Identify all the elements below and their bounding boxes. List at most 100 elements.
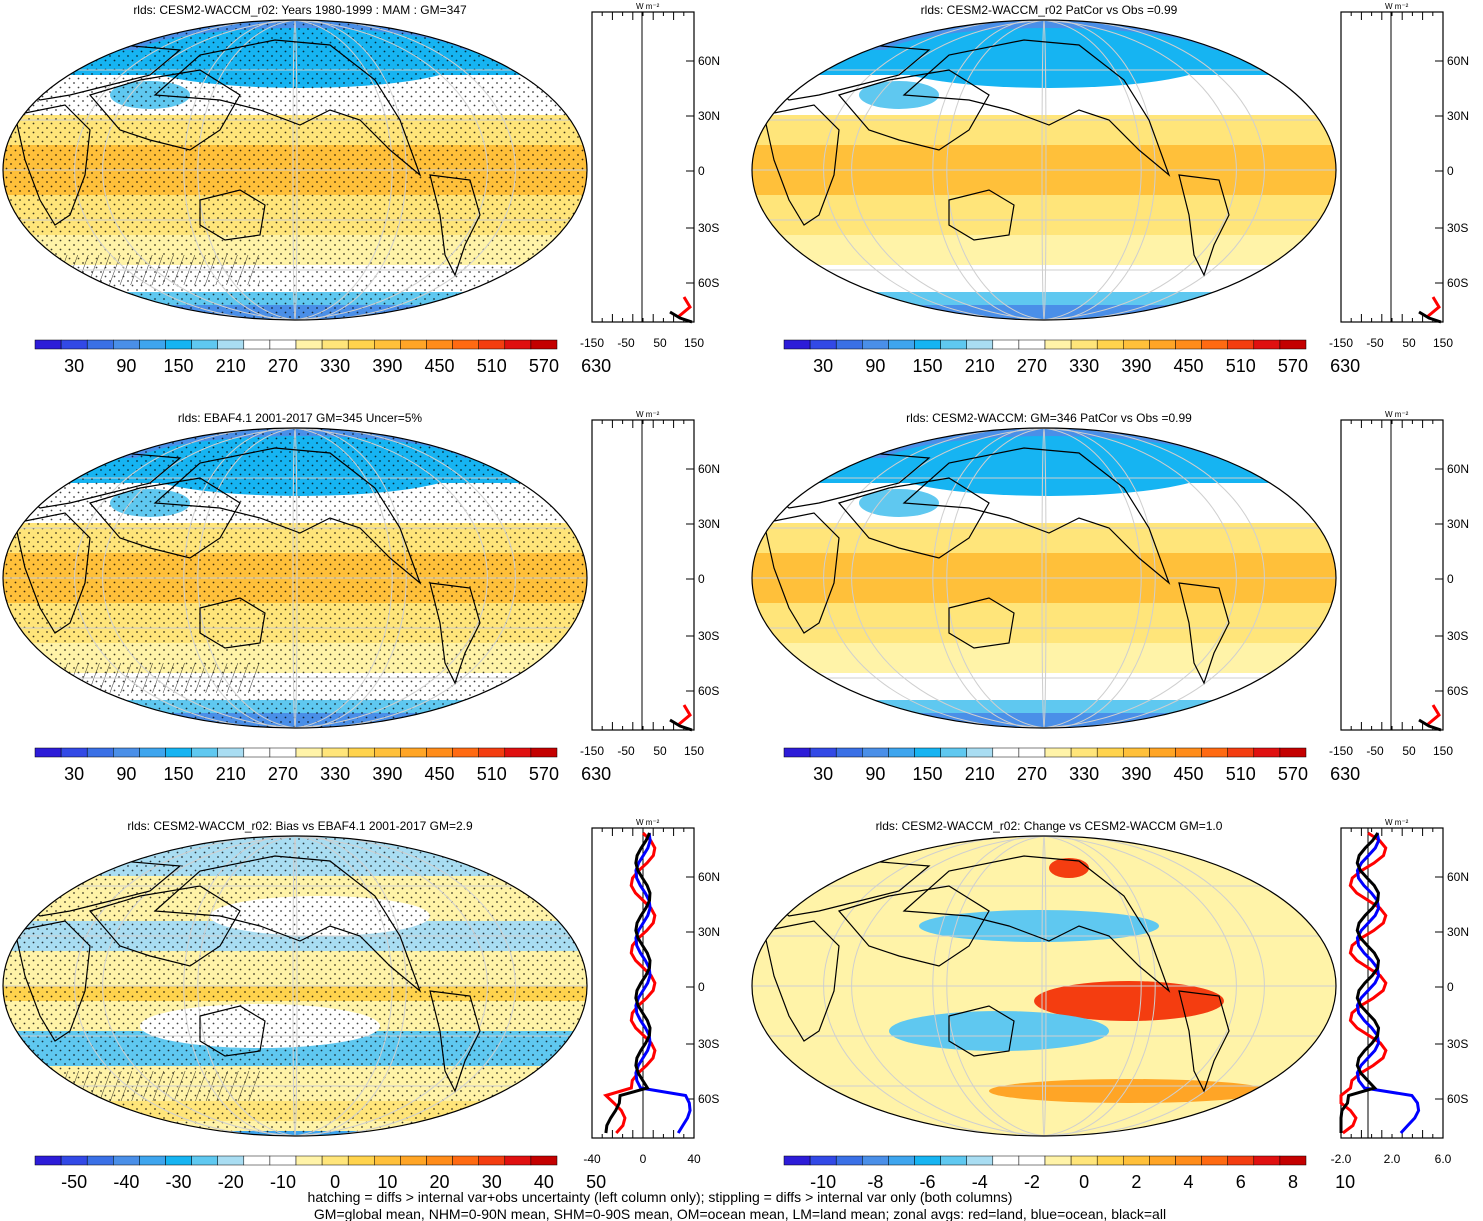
colorbar-swatch — [1227, 339, 1255, 350]
zonal-tick-label: -2.0 — [1331, 1152, 1352, 1166]
colorbar-swatch — [269, 339, 297, 350]
latitude-label: 30N — [698, 517, 720, 531]
colorbar-swatch — [400, 747, 427, 758]
map-border — [2, 427, 588, 729]
zonal-frame — [591, 11, 695, 323]
zonal-unit: W m⁻² — [636, 818, 660, 827]
colorbar-swatch — [321, 339, 349, 350]
colorbar-tick-label: 30 — [64, 764, 84, 784]
colorbar-swatch — [966, 339, 994, 350]
latitude-label: 30S — [698, 1037, 719, 1051]
colorbar-swatch — [809, 1155, 837, 1166]
zonal-tick-label: 0 — [640, 1152, 647, 1166]
zonal-tick-label: 50 — [1402, 744, 1416, 758]
coastline-af — [14, 104, 91, 226]
colorbar-swatch — [165, 1155, 192, 1166]
colorbar-tick-label: 570 — [529, 764, 559, 784]
latitude-label: 0 — [698, 980, 705, 994]
zonal-tick-label: -150 — [580, 744, 604, 758]
colorbar-swatch — [783, 339, 811, 350]
zonal-unit: W m⁻² — [1385, 410, 1409, 419]
zonal-mean-curve — [677, 296, 692, 319]
latitude-label: 60N — [1447, 54, 1469, 68]
colorbar-swatch — [217, 747, 245, 758]
colorbar-swatch — [530, 747, 558, 758]
colorbar-tick-label: -2 — [1024, 1172, 1040, 1192]
colorbar-tick-label: 30 — [813, 356, 833, 376]
colorbar-swatch — [940, 747, 967, 758]
colorbar-swatch — [914, 1155, 941, 1166]
colorbar-swatch — [914, 339, 941, 350]
colorbar-tick-label: 570 — [1278, 356, 1308, 376]
coastline-af — [763, 104, 840, 226]
zonal-tick-label: -50 — [1366, 336, 1384, 350]
panel-title: rlds: CESM2-WACCM_r02: Bias vs EBAF4.1 2… — [127, 819, 473, 833]
colorbar-swatch — [1175, 1155, 1202, 1166]
coastline-au — [948, 597, 1015, 649]
coastline-af — [763, 920, 840, 1042]
latitude-label: 0 — [1447, 164, 1454, 178]
panel-title: rlds: CESM2-WACCM_r02: Years 1980-1999 :… — [133, 3, 467, 17]
coastline-as — [88, 477, 241, 559]
map-field — [752, 836, 1336, 1136]
zonal-frame — [1340, 11, 1444, 323]
coastline-sa — [1178, 174, 1230, 277]
colorbar-tick-label: 330 — [1069, 764, 1099, 784]
colorbar-swatch — [1070, 1155, 1098, 1166]
colorbar-swatch — [992, 747, 1020, 758]
colorbar-swatch — [504, 747, 532, 758]
zonal-mean-curve — [1339, 831, 1388, 1135]
colorbar-swatch — [295, 339, 323, 350]
footnote-line-2: GM=global mean, NHM=0-90N mean, SHM=0-90… — [314, 1206, 1166, 1221]
colorbar-swatch — [191, 339, 218, 350]
coastline-as — [837, 477, 990, 559]
zonal-mean-curve — [1339, 832, 1381, 1133]
latitude-label: 30N — [1447, 925, 1469, 939]
colorbar-tick-label: 450 — [425, 764, 455, 784]
colorbar-swatch — [809, 339, 837, 350]
colorbar-swatch — [243, 1155, 271, 1166]
zonal-tick-label: -150 — [1329, 336, 1353, 350]
colorbar-swatch — [374, 1155, 401, 1166]
colorbar-tick-label: 450 — [425, 356, 455, 376]
colorbar-swatch — [940, 339, 967, 350]
colorbar-tick-label: 270 — [268, 356, 298, 376]
latitude-label: 30S — [1447, 629, 1468, 643]
panel-title: rlds: CESM2-WACCM_r02: Change vs CESM2-W… — [876, 819, 1223, 833]
colorbar-tick-label: 50 — [586, 1172, 606, 1192]
colorbar-swatch — [86, 339, 114, 350]
coastline-au — [948, 1005, 1015, 1057]
latitude-label: 30S — [1447, 1037, 1468, 1051]
latitude-label: 60N — [698, 462, 720, 476]
zonal-tick-label: -50 — [617, 744, 635, 758]
colorbar-swatch — [1070, 747, 1098, 758]
colorbar-swatch — [34, 1155, 62, 1166]
coastline-au — [199, 597, 266, 649]
latitude-label: 0 — [1447, 980, 1454, 994]
colorbar-swatch — [452, 339, 479, 350]
coastline-na — [153, 855, 422, 993]
latitude-label: 30S — [698, 629, 719, 643]
zonal-tick-label: 150 — [1433, 744, 1453, 758]
colorbar-swatch — [295, 747, 323, 758]
zonal-mean-curve — [1418, 310, 1442, 324]
coastline-as — [837, 69, 990, 151]
colorbar-swatch — [452, 1155, 479, 1166]
latitude-label: 0 — [698, 572, 705, 586]
latitude-label: 30S — [698, 221, 719, 235]
colorbar-tick-label: 40 — [534, 1172, 554, 1192]
colorbar-tick-label: -6 — [920, 1172, 936, 1192]
colorbar-swatch — [1279, 1155, 1307, 1166]
coastline-na — [902, 39, 1171, 177]
latitude-label: 30N — [698, 925, 720, 939]
coastline-sa — [429, 582, 481, 685]
zonal-mean-curve — [1426, 296, 1441, 319]
colorbar-tick-label: 2 — [1131, 1172, 1141, 1192]
map-border — [751, 19, 1337, 321]
colorbar-swatch — [862, 339, 889, 350]
colorbar-tick-label: 330 — [320, 764, 350, 784]
coastline-na — [902, 855, 1171, 993]
colorbar-tick-label: 330 — [320, 356, 350, 376]
latitude-label: 30N — [1447, 109, 1469, 123]
colorbar-swatch — [478, 747, 506, 758]
